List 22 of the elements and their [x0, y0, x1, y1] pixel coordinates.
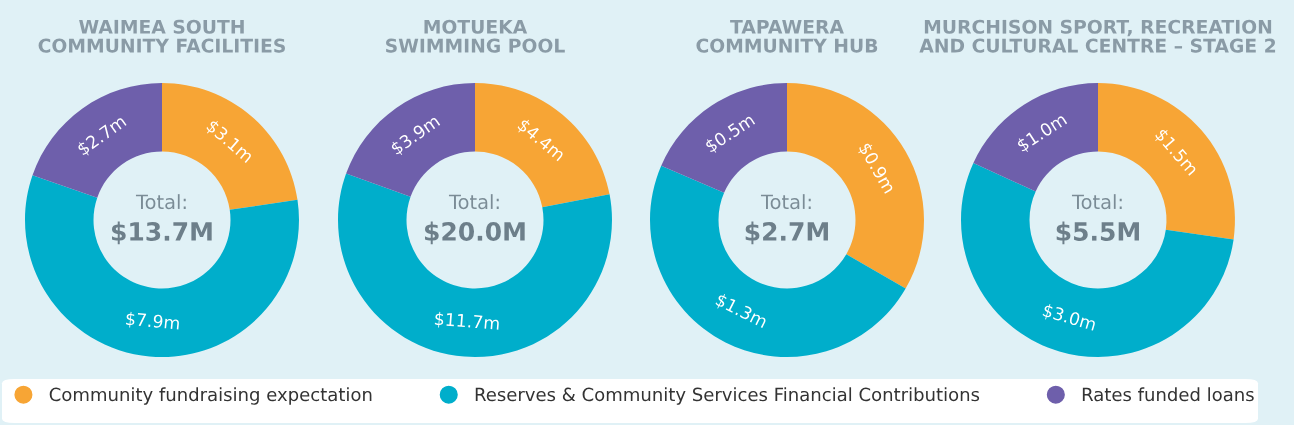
data-label: $3.0m: [1041, 303, 1097, 334]
chart-title: TAPAWERA COMMUNITY HUB: [696, 19, 878, 53]
donut-slice: [338, 173, 612, 357]
text: Total:: [448, 194, 499, 210]
donut-slice: [661, 83, 787, 193]
chart-title: MURCHISON SPORT, RECREATION AND CULTURAL CENTRE – STAGE 2: [919, 19, 1276, 53]
text: Total:: [1071, 194, 1122, 210]
donut-slice: [973, 83, 1098, 192]
text: $5.5M: [1056, 221, 1139, 245]
text: $2.7M: [745, 221, 828, 245]
chart-title: MOTUEKA SWIMMING POOL: [386, 19, 565, 53]
legend-label: Community fundraising expectation: [49, 387, 372, 405]
data-label: $11.7m: [434, 311, 500, 333]
data-label: $7.9m: [125, 311, 180, 333]
text: $20.0M: [424, 221, 525, 245]
text: Total:: [760, 194, 811, 210]
chart-title: WAIMEA SOUTH COMMUNITY FACILITIES: [38, 19, 285, 53]
legend-label: Rates funded loans: [1082, 387, 1254, 402]
text: Total:: [135, 194, 186, 210]
legend-label: Reserves & Community Services Financial Contributions: [475, 387, 980, 405]
donut-slice: [25, 175, 299, 357]
text: $13.7M: [111, 221, 212, 245]
